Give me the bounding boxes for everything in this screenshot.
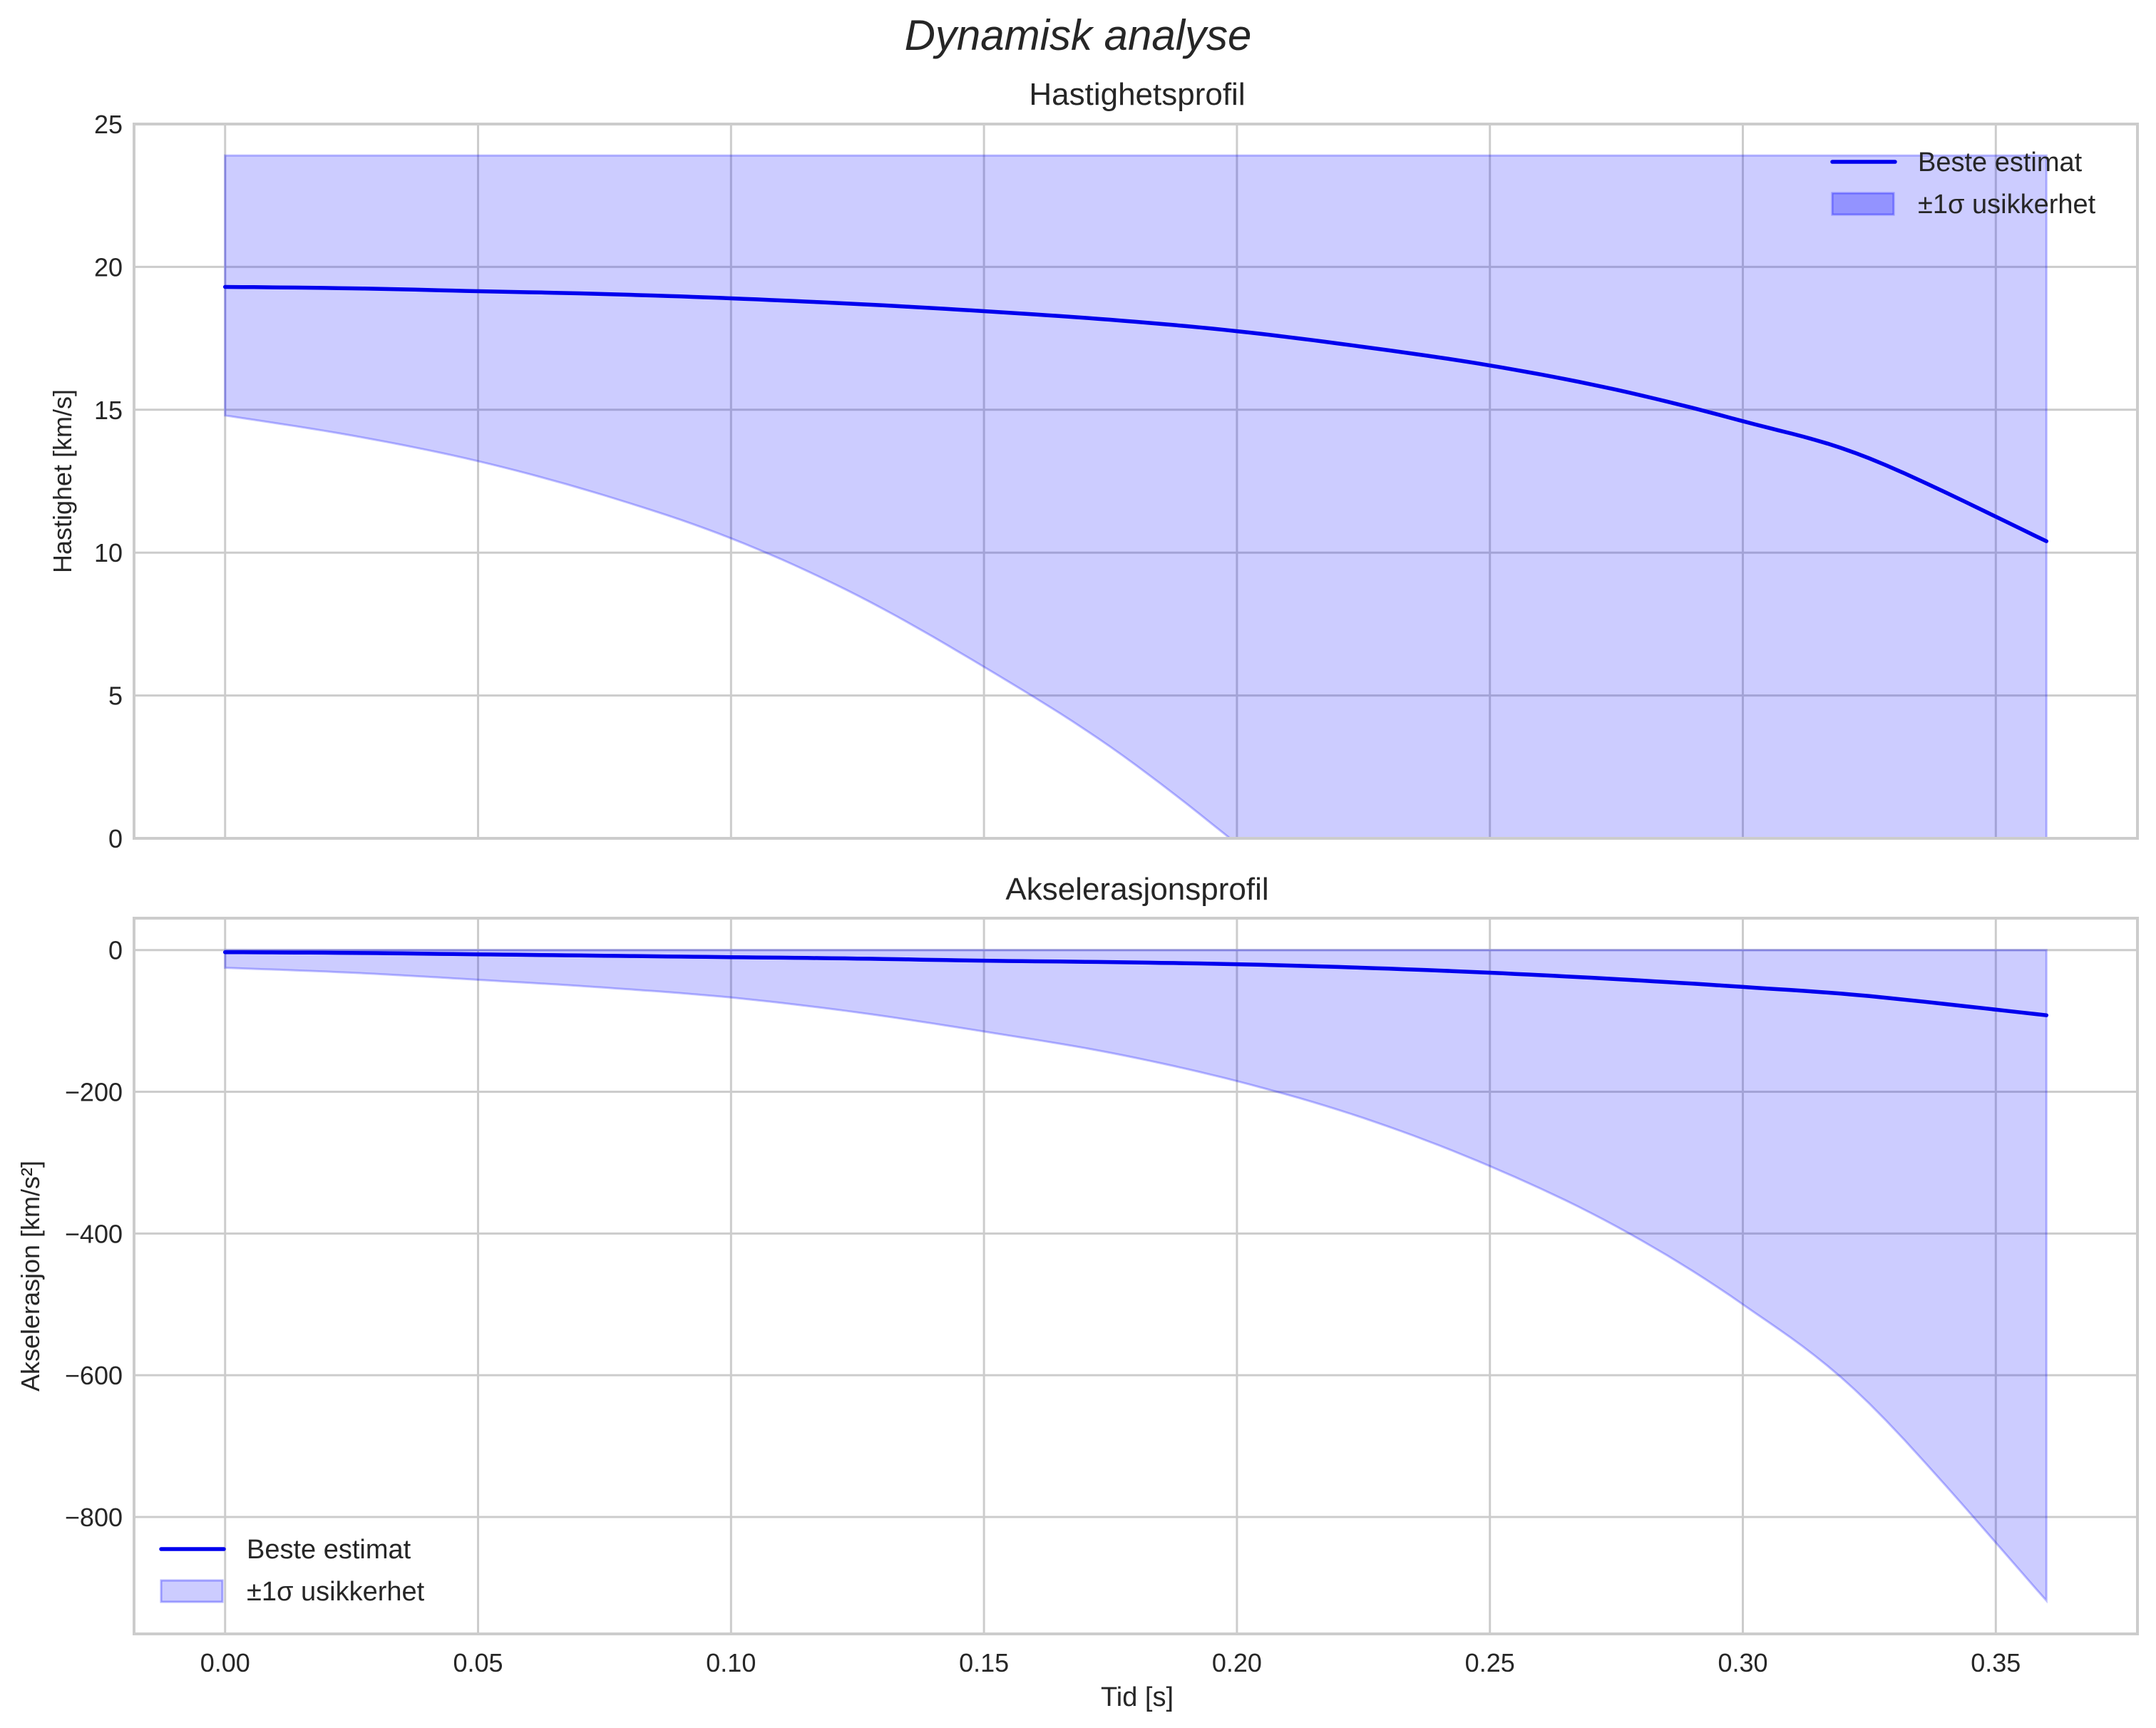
y-tick-label: −400 <box>65 1219 123 1248</box>
x-tick-label: 0.30 <box>1718 1648 1767 1677</box>
y-tick-label: 0 <box>108 936 123 965</box>
best-estimate-line <box>222 284 2049 543</box>
y-tick-label: 5 <box>108 682 123 711</box>
y-tick-label: 20 <box>94 252 123 282</box>
x-tick-label: 0.05 <box>453 1648 503 1677</box>
y-tick-label: 0 <box>108 824 123 853</box>
x-axis-label: Tid [s] <box>1101 1682 1174 1712</box>
acceleration-y-axis-label: Akselerasjon [km/s²] <box>16 1161 45 1392</box>
x-axis-ticks: 0.00 0.05 0.10 0.15 0.20 0.25 0.30 0.35 <box>200 1648 2021 1677</box>
axes-frame <box>133 123 2139 840</box>
velocity-panel: Hastighetsprofil 0 5 10 15 20 25 Hastighet [k… <box>48 77 2139 853</box>
legend-band-swatch <box>160 1579 224 1603</box>
acceleration-panel-title: Akselerasjonsprofil <box>1005 872 1268 907</box>
x-tick-label: 0.10 <box>706 1648 756 1677</box>
acceleration-y-ticks: 0 −200 −400 −600 −800 <box>65 936 123 1532</box>
uncertainty-band <box>224 949 2048 1604</box>
y-tick-label: 15 <box>94 396 123 425</box>
x-tick-label: 0.20 <box>1212 1648 1262 1677</box>
acceleration-panel: Akselerasjonsprofil 0 −200 −400 −600 −800 Ak… <box>16 872 2139 1635</box>
legend-line-label: Beste estimat <box>247 1535 411 1565</box>
legend-band-swatch <box>1831 192 1895 216</box>
y-tick-label: −800 <box>65 1503 123 1532</box>
axes-frame <box>133 917 2139 1635</box>
legend-line-label: Beste estimat <box>1918 148 2083 178</box>
x-tick-label: 0.15 <box>959 1648 1009 1677</box>
y-tick-label: 25 <box>94 110 123 139</box>
x-tick-label: 0.25 <box>1465 1648 1515 1677</box>
acceleration-legend: Beste estimat ±1σ usikkerhet <box>159 1535 425 1607</box>
velocity-y-axis-label: Hastighet [km/s] <box>48 389 77 573</box>
velocity-plot-area <box>222 154 2049 838</box>
acceleration-grid <box>134 918 2137 1634</box>
velocity-panel-title: Hastighetsprofil <box>1029 77 1245 112</box>
velocity-legend: Beste estimat ±1σ usikkerhet <box>1830 148 2096 220</box>
velocity-y-ticks: 0 5 10 15 20 25 <box>94 110 123 853</box>
x-tick-label: 0.35 <box>1971 1648 2021 1677</box>
legend-band-label: ±1σ usikkerhet <box>1918 190 2096 220</box>
acceleration-plot-area <box>222 949 2049 1604</box>
legend-band-label: ±1σ usikkerhet <box>247 1577 425 1607</box>
uncertainty-band <box>224 154 2048 838</box>
figure-title: Dynamisk analyse <box>905 11 1252 59</box>
x-tick-label: 0.00 <box>200 1648 250 1677</box>
y-tick-label: −600 <box>65 1361 123 1390</box>
y-tick-label: −200 <box>65 1078 123 1107</box>
y-tick-label: 10 <box>94 538 123 567</box>
best-estimate-line <box>222 950 2049 1017</box>
